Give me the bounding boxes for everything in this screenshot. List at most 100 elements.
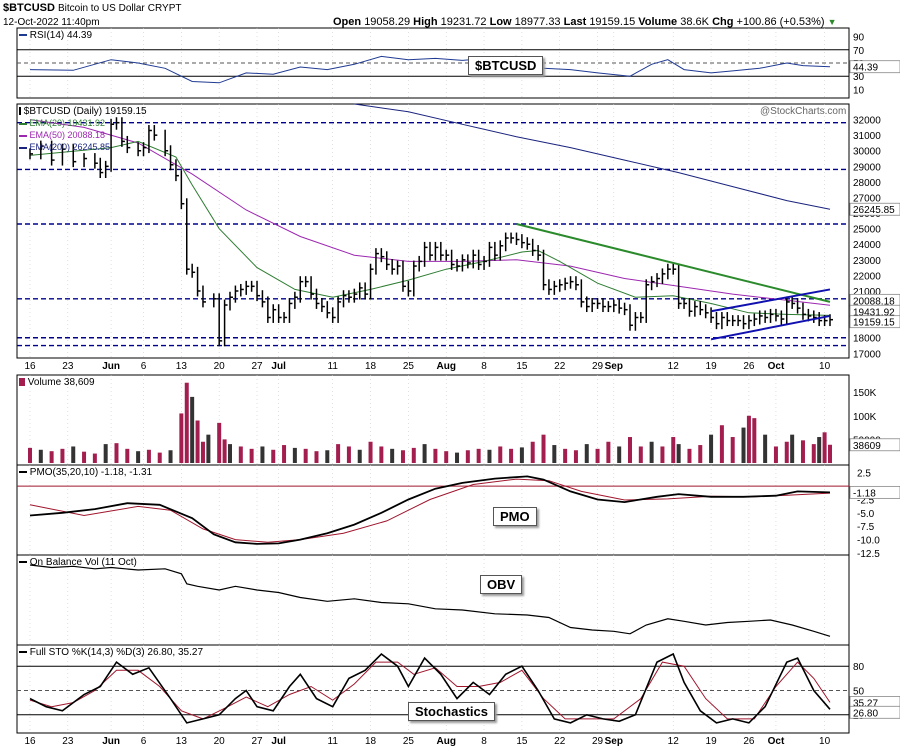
pmo-line xyxy=(29,475,831,545)
x-axis-label: Oct xyxy=(768,736,785,747)
volume-bar xyxy=(563,448,568,463)
ema20-line xyxy=(29,140,831,316)
symbol-name: Bitcoin to US Dollar xyxy=(58,3,145,14)
price-tick-label: 28000 xyxy=(853,178,881,189)
volume-bar xyxy=(530,441,535,463)
volume-bar xyxy=(763,434,768,463)
x-axis-label: 18 xyxy=(365,736,377,747)
volume-bar xyxy=(38,449,43,463)
volume-tick-label: 100K xyxy=(853,412,877,423)
volume-bar xyxy=(617,446,622,463)
last-value: 19159.15 xyxy=(589,16,636,28)
price-tick-label: 23000 xyxy=(853,256,881,267)
volume-bar xyxy=(455,452,460,463)
volume-bar xyxy=(509,448,514,463)
pmo-annotation-box: PMO xyxy=(493,507,537,526)
x-axis-label: 27 xyxy=(251,361,263,372)
volume-bar xyxy=(168,450,173,463)
x-axis-label: 13 xyxy=(176,361,188,372)
volume-bar xyxy=(325,450,330,463)
price-tick-label: 24000 xyxy=(853,240,881,251)
sto-k-tag-bg xyxy=(849,705,900,719)
volume-bar xyxy=(146,449,151,463)
ema20-tag: 19431.92 xyxy=(853,307,895,318)
volume-bar xyxy=(638,446,643,463)
volume-bar xyxy=(660,446,665,463)
volume-bar xyxy=(206,434,211,463)
rsi-tick-label: 30 xyxy=(853,72,865,83)
x-axis-label: 26 xyxy=(743,361,755,372)
ema200-tag: 26245.85 xyxy=(853,205,895,216)
ema200-line xyxy=(354,103,831,210)
x-axis-label: 16 xyxy=(24,736,36,747)
x-axis-label: 10 xyxy=(819,736,831,747)
volume-bar xyxy=(157,452,162,463)
trendline-channel-bottom xyxy=(710,314,831,341)
high-value: 19231.72 xyxy=(440,16,487,28)
obv-label: On Balance Vol (11 Oct) xyxy=(19,557,137,568)
volume-bar xyxy=(773,446,778,463)
volume-bar xyxy=(314,451,319,463)
open-value: 19058.29 xyxy=(364,16,411,28)
volume-bar xyxy=(82,451,87,463)
volume-bar xyxy=(136,451,141,463)
ema200-label: EMA(200) 26245.85 xyxy=(19,142,110,152)
volume-tag-bg xyxy=(849,438,900,452)
volume-bar xyxy=(346,446,351,463)
pmo-label: PMO(35,20,10) -1.18, -1.31 xyxy=(19,467,152,478)
volume-bar xyxy=(444,451,449,463)
sto-tick-label: 50 xyxy=(853,687,865,698)
ema50-tag: 20088.18 xyxy=(853,296,895,307)
pmo-tick-label: -12.5 xyxy=(857,549,880,560)
price-tick-label: 18000 xyxy=(853,334,881,345)
volume-bar xyxy=(195,420,200,463)
price-label: $BTCUSD (Daily) 19159.15 xyxy=(19,106,147,117)
volume-bar xyxy=(746,415,751,463)
volume-bar xyxy=(49,451,54,463)
volume-value: 38.6K xyxy=(680,16,709,28)
x-axis-label: 13 xyxy=(176,736,188,747)
volume-bar xyxy=(303,448,308,463)
pmo-tick-label: 2.5 xyxy=(857,469,871,480)
x-axis-label: 10 xyxy=(819,361,831,372)
volume-bar xyxy=(184,382,189,463)
price-tick-label: 21000 xyxy=(853,287,881,298)
x-axis-label: 15 xyxy=(516,736,528,747)
volume-bar xyxy=(698,445,703,463)
volume-bar xyxy=(752,418,757,463)
x-axis-label: 12 xyxy=(668,361,680,372)
rsi-label: RSI(14) 44.39 xyxy=(19,30,92,41)
x-axis-label: Jun xyxy=(102,361,120,372)
symbol: $BTCUSD xyxy=(3,2,55,14)
volume-bar xyxy=(92,453,97,463)
x-axis-label: 22 xyxy=(554,736,566,747)
volume-bar xyxy=(292,447,297,463)
pmo-tick-label: -10.0 xyxy=(857,536,880,547)
volume-bar xyxy=(741,427,746,463)
pmo-value-tag: -1.18 xyxy=(853,488,876,499)
rsi-tick-label: 90 xyxy=(853,33,865,44)
volume-bar xyxy=(817,437,822,463)
x-axis-label: 20 xyxy=(214,361,226,372)
price-tick-label: 22000 xyxy=(853,271,881,282)
volume-bar xyxy=(800,440,805,463)
volume-bar xyxy=(400,450,405,463)
volume-bar xyxy=(498,446,503,463)
volume-bar xyxy=(60,448,65,463)
volume-bar xyxy=(709,434,714,463)
x-axis-label: 27 xyxy=(251,736,263,747)
volume-bar xyxy=(573,450,578,463)
volume-bar xyxy=(687,448,692,463)
volume-bar xyxy=(433,448,438,463)
volume-tick-label: 150K xyxy=(853,388,877,399)
ema20-label: EMA(20) 19431.92 xyxy=(19,118,105,128)
volume-tag: 38609 xyxy=(853,441,881,452)
ema50-label: EMA(50) 20088.18 xyxy=(19,130,105,140)
volume-bar xyxy=(784,441,789,463)
pmo-panel-frame xyxy=(16,464,850,556)
x-axis-label: 26 xyxy=(743,736,755,747)
sto-legend-icon xyxy=(19,651,27,654)
volume-bar xyxy=(465,450,470,463)
x-axis-label: 15 xyxy=(516,361,528,372)
